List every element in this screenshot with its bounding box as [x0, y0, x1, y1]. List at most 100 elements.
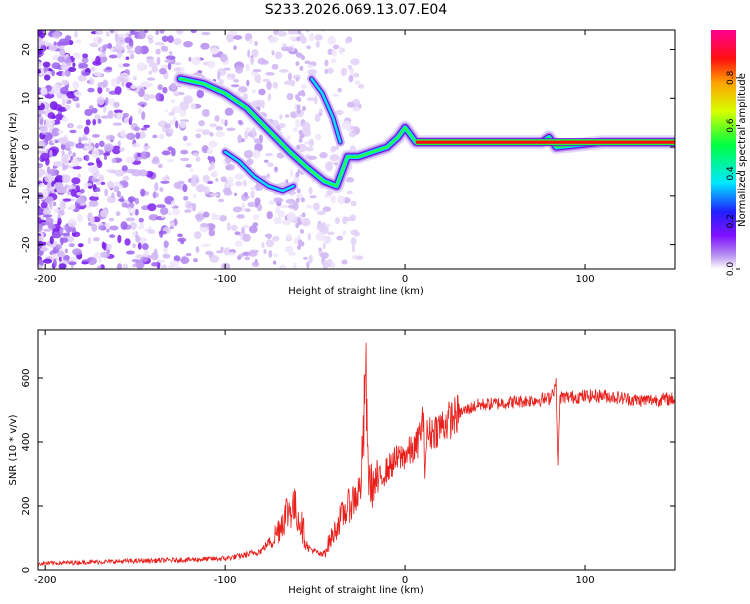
- noise-speckle: [42, 258, 53, 264]
- noise-speckle: [243, 149, 253, 159]
- spectrogram-x-tick-label: 100: [575, 274, 594, 285]
- noise-speckle: [309, 195, 317, 199]
- noise-speckle: [147, 203, 157, 212]
- noise-speckle: [251, 127, 256, 136]
- noise-speckle: [70, 188, 77, 197]
- noise-speckle: [148, 34, 154, 39]
- noise-speckle: [127, 196, 136, 203]
- noise-speckle: [159, 30, 165, 34]
- noise-speckle: [81, 261, 89, 265]
- noise-speckle: [241, 202, 246, 212]
- noise-speckle: [297, 30, 302, 35]
- noise-speckle: [176, 30, 184, 35]
- noise-speckle: [264, 159, 269, 163]
- noise-speckle: [103, 152, 111, 157]
- noise-speckle: [313, 202, 320, 211]
- noise-speckle: [58, 263, 67, 269]
- noise-speckle: [54, 175, 64, 184]
- noise-speckle: [191, 56, 201, 66]
- noise-speckle: [137, 107, 143, 115]
- noise-speckle: [109, 225, 119, 231]
- upper-track-branch: [310, 77, 342, 144]
- noise-speckle: [57, 56, 65, 63]
- noise-speckle: [38, 61, 42, 68]
- noise-speckle: [108, 98, 115, 106]
- noise-speckle: [177, 237, 187, 243]
- noise-speckle: [272, 81, 278, 89]
- noise-speckle: [152, 134, 158, 139]
- snr-panel: -200 -100 0 100 0 200 400 600 Height of straig…: [8, 329, 676, 596]
- noise-speckle: [143, 249, 150, 257]
- noise-speckle: [289, 168, 293, 178]
- noise-speckle: [107, 110, 114, 119]
- noise-speckle: [254, 41, 259, 47]
- noise-speckle: [234, 173, 245, 181]
- noise-speckle: [120, 129, 126, 138]
- noise-speckle: [71, 177, 81, 185]
- noise-speckle: [247, 49, 251, 58]
- noise-speckle: [211, 170, 218, 178]
- noise-speckle: [53, 104, 63, 111]
- noise-speckle: [75, 102, 80, 109]
- noise-speckle: [105, 134, 116, 141]
- noise-speckle: [308, 187, 313, 195]
- noise-speckle: [89, 215, 95, 225]
- noise-speckle: [235, 65, 244, 74]
- noise-speckle: [98, 53, 107, 58]
- noise-speckle: [329, 154, 340, 162]
- noise-speckle: [151, 262, 159, 267]
- noise-speckle: [341, 259, 348, 265]
- noise-speckle: [226, 33, 235, 43]
- noise-speckle: [105, 66, 113, 71]
- noise-speckle: [156, 56, 161, 66]
- noise-speckle: [292, 74, 301, 80]
- noise-speckle: [38, 49, 43, 55]
- noise-speckle: [164, 109, 168, 113]
- noise-speckle: [163, 46, 169, 52]
- noise-speckle: [248, 225, 258, 234]
- noise-speckle: [173, 38, 182, 46]
- noise-speckle: [279, 114, 283, 120]
- noise-speckle: [173, 255, 181, 262]
- noise-speckle: [278, 264, 287, 269]
- noise-speckle: [120, 221, 128, 230]
- noise-speckle: [273, 197, 284, 203]
- noise-speckle: [170, 221, 175, 228]
- noise-speckle: [85, 119, 91, 126]
- noise-speckle: [72, 248, 82, 256]
- noise-speckle: [47, 224, 56, 230]
- noise-speckle: [52, 161, 63, 168]
- noise-speckle: [88, 77, 95, 86]
- noise-speckle: [160, 214, 165, 219]
- noise-speckle: [125, 250, 135, 255]
- noise-speckle: [304, 60, 311, 65]
- noise-speckle: [48, 44, 58, 52]
- noise-speckle: [103, 154, 108, 161]
- noise-speckle: [98, 140, 105, 147]
- noise-speckle: [47, 112, 55, 119]
- noise-speckle: [58, 256, 62, 262]
- noise-speckle: [300, 36, 307, 44]
- noise-speckle: [52, 258, 57, 268]
- noise-speckle: [298, 239, 303, 245]
- noise-speckle: [334, 217, 341, 225]
- noise-speckle: [325, 161, 333, 171]
- noise-speckle: [241, 226, 245, 234]
- noise-speckle: [349, 214, 357, 222]
- noise-speckle: [118, 184, 123, 189]
- noise-speckle: [144, 145, 151, 149]
- noise-speckle: [330, 261, 336, 269]
- spectrogram-x-ticks: -200 -100 0 100: [34, 30, 595, 285]
- noise-speckle: [48, 187, 56, 191]
- noise-speckle: [244, 208, 251, 212]
- noise-speckle: [318, 247, 322, 252]
- noise-speckle: [350, 237, 357, 246]
- noise-speckle: [100, 115, 110, 119]
- noise-speckle: [295, 119, 301, 128]
- noise-speckle: [116, 263, 123, 269]
- noise-speckle: [138, 217, 144, 223]
- noise-speckle: [338, 46, 344, 55]
- spectrogram-y-tick-label: 0: [21, 144, 32, 150]
- noise-speckle: [39, 125, 49, 134]
- noise-speckle: [195, 128, 204, 133]
